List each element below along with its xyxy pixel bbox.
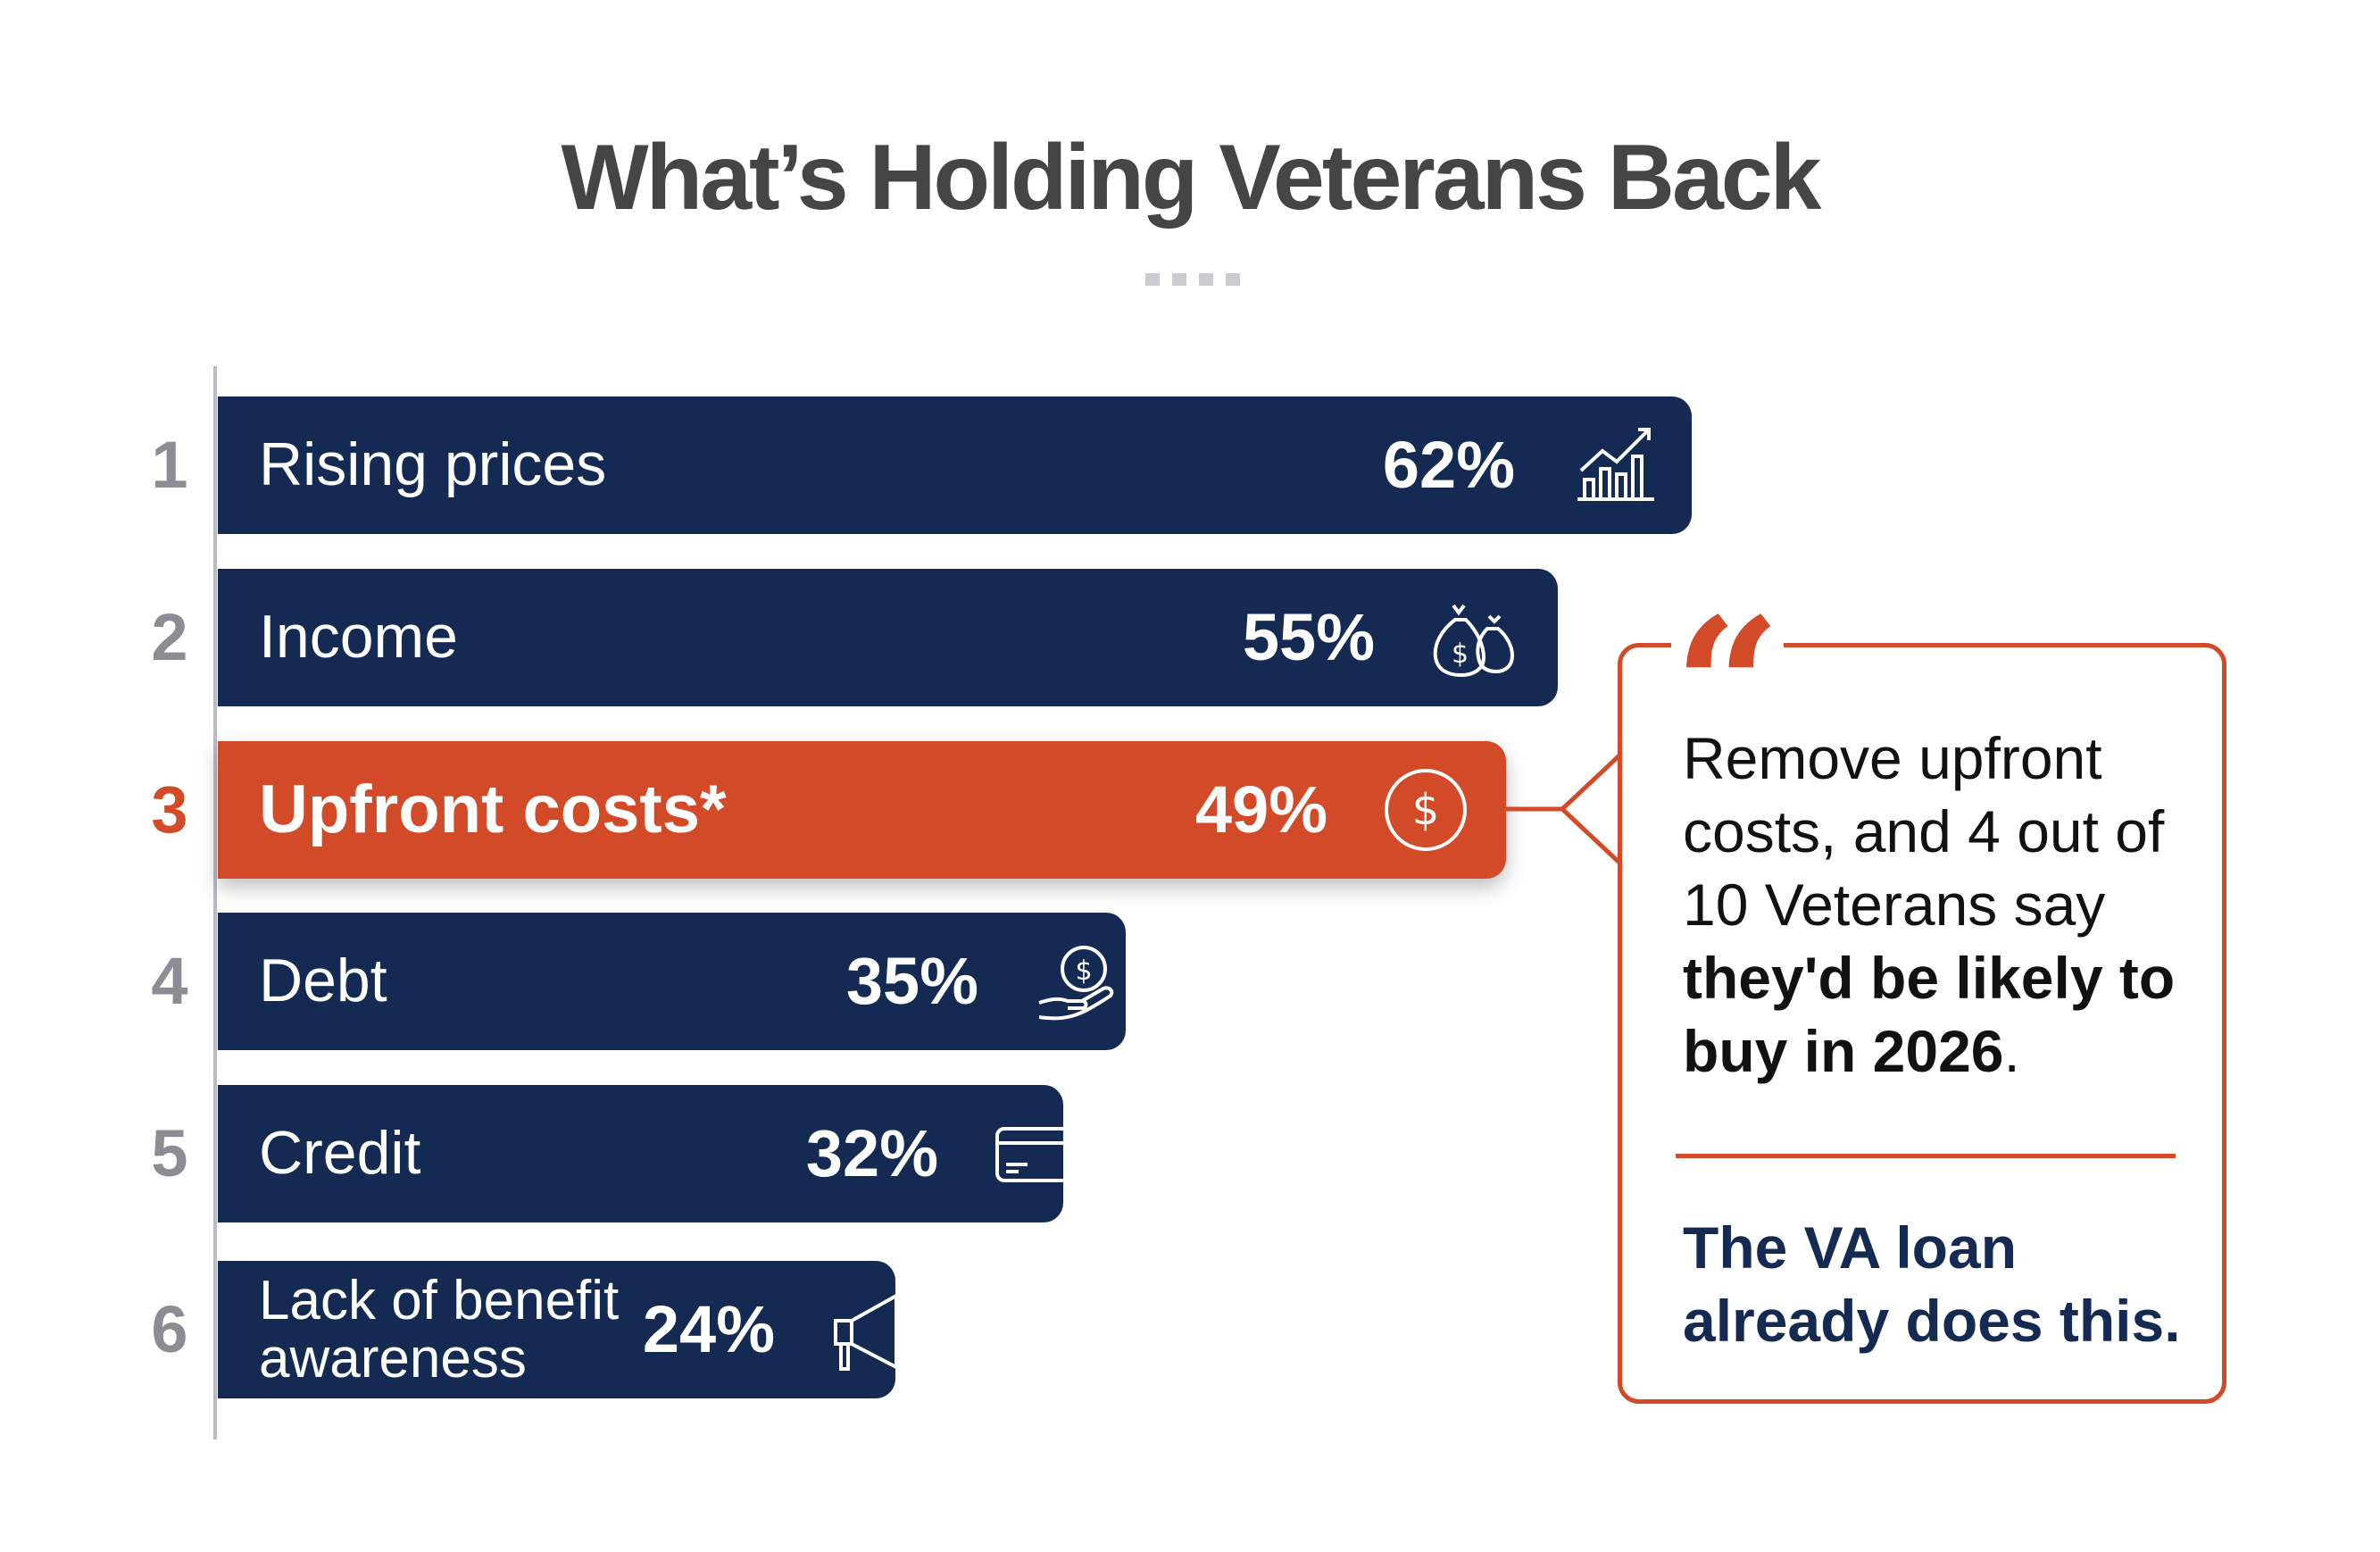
dollar-circle-icon: $ [1385, 769, 1467, 851]
bar-value-label: 35% [845, 944, 978, 1018]
callout-text: Remove upfront costs, and 4 out of 10 Ve… [1683, 722, 2201, 1088]
bar: Credit 32% [218, 1085, 1078, 1222]
axis-line [213, 366, 217, 1439]
quote-mark-icon: “ [1671, 572, 1784, 797]
bar-label: Credit [259, 1119, 421, 1188]
title-divider-dots [1145, 273, 1240, 286]
rank-number: 1 [151, 428, 188, 502]
rank-number: 6 [151, 1292, 188, 1366]
bar: Upfront costs* 49% $ [218, 741, 1506, 879]
bar: Rising prices 62% [218, 396, 1692, 534]
megaphone-icon [834, 1292, 910, 1371]
bar: Debt 35% $ [218, 913, 1126, 1050]
bar: Income 55% $ [218, 569, 1558, 706]
bar-label: Debt [259, 947, 387, 1015]
rank-number: 5 [151, 1116, 188, 1190]
rank-number: 3 [151, 772, 188, 847]
bar-value-label: 62% [1382, 428, 1515, 502]
bar-label: Upfront costs* [259, 772, 727, 848]
chart-growth-icon [1577, 428, 1654, 501]
callout-text-regular: Remove upfront costs, and 4 out of 10 Ve… [1683, 725, 2165, 938]
bar-label: Lack of benefit awareness [259, 1269, 620, 1389]
callout-box [1618, 643, 2226, 1404]
rank-number: 2 [151, 600, 188, 674]
bar-value-label: 24% [642, 1292, 775, 1366]
svg-text:$: $ [1452, 638, 1469, 670]
callout-text-bold: they'd be likely to buy in 2026 [1683, 945, 2176, 1084]
svg-text:$: $ [1075, 955, 1092, 987]
rank-number: 4 [151, 944, 188, 1018]
bar-value-label: 49% [1194, 772, 1327, 847]
credit-card-icon [995, 1127, 1078, 1182]
money-bags-icon: $ [1433, 604, 1515, 678]
callout-text-end: . [2003, 1018, 2020, 1084]
bar-value-label: 32% [805, 1116, 938, 1190]
chart-title: What’s Holding Veterans Back [561, 126, 1822, 229]
svg-text:$: $ [1412, 785, 1440, 835]
bar-value-label: 55% [1242, 600, 1375, 674]
bar: Lack of benefit awareness 24% [218, 1261, 910, 1398]
callout-divider [1676, 1154, 2176, 1158]
bar-label: Rising prices [259, 430, 607, 499]
bar-label: Income [259, 603, 458, 672]
callout-footer: The VA loan already does this. [1683, 1214, 2181, 1354]
hand-coin-icon: $ [1038, 946, 1114, 1021]
